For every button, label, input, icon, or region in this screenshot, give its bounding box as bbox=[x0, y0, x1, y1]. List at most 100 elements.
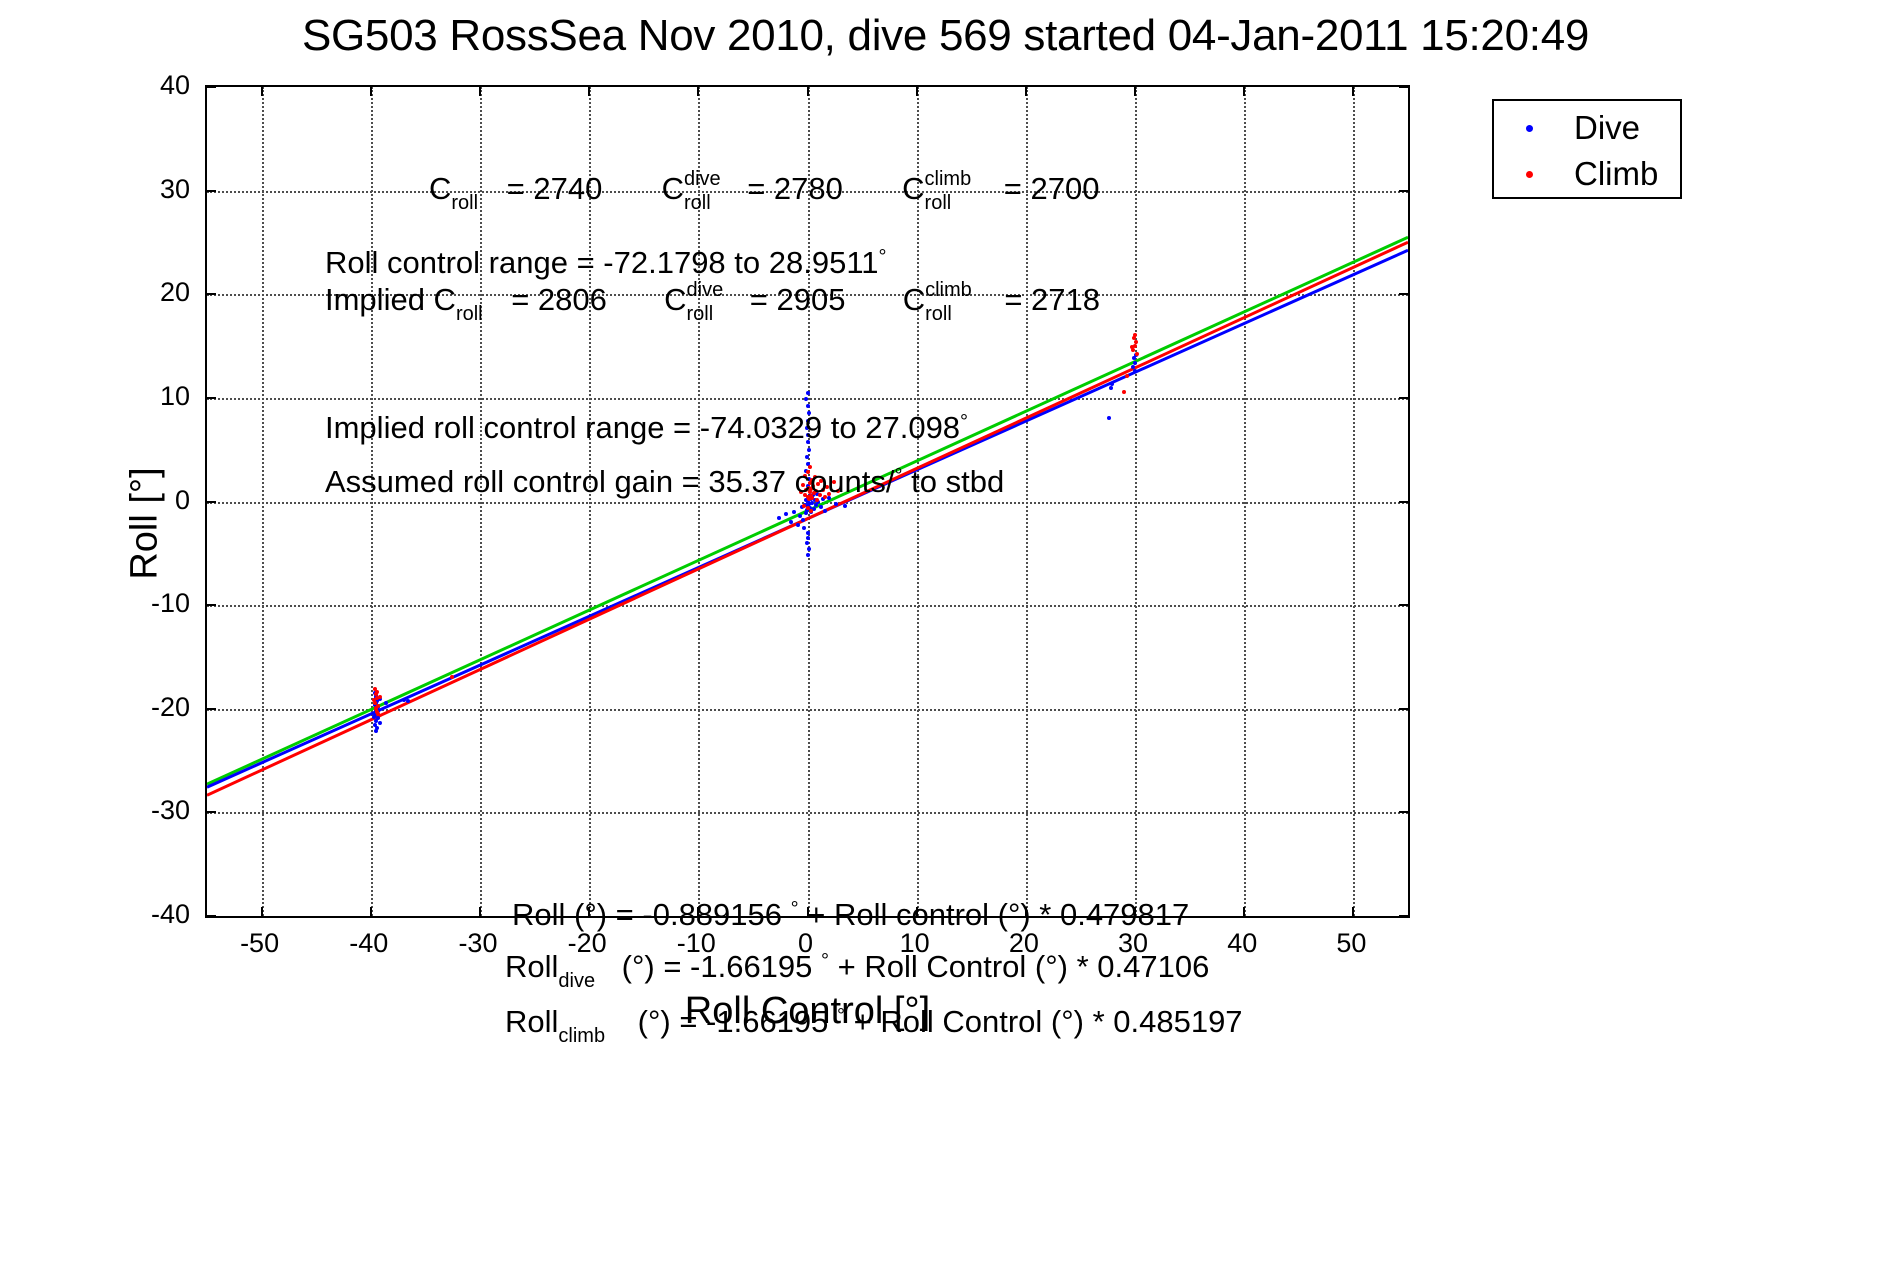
data-point-climb bbox=[817, 493, 822, 498]
axis-tick-x bbox=[588, 907, 591, 916]
data-point-dive bbox=[806, 476, 811, 481]
data-point-dive bbox=[372, 715, 377, 720]
data-point-climb bbox=[820, 488, 825, 493]
x-tick-label: 50 bbox=[1336, 928, 1367, 958]
data-point-climb bbox=[810, 483, 815, 488]
axis-tick-x bbox=[915, 87, 918, 96]
data-point-dive bbox=[792, 509, 797, 514]
axis-tick-x bbox=[1352, 87, 1355, 96]
data-point-climb bbox=[374, 692, 379, 697]
data-point-dive bbox=[377, 697, 382, 702]
data-point-dive bbox=[805, 440, 810, 445]
data-point-dive bbox=[405, 699, 410, 704]
axis-tick-x bbox=[1134, 87, 1137, 96]
data-point-climb bbox=[803, 473, 808, 478]
axis-tick-y bbox=[1399, 604, 1408, 607]
y-tick-label: 10 bbox=[159, 380, 190, 411]
data-point-dive bbox=[814, 502, 819, 507]
data-point-dive bbox=[816, 499, 821, 504]
data-point-climb bbox=[376, 703, 381, 708]
data-point-climb bbox=[808, 508, 813, 513]
x-tick-label: -50 bbox=[240, 928, 280, 958]
data-point-dive bbox=[1130, 364, 1135, 369]
data-point-dive bbox=[815, 492, 820, 497]
axis-tick-x bbox=[478, 87, 481, 96]
axis-tick-y bbox=[207, 396, 216, 399]
data-point-climb bbox=[807, 490, 812, 495]
data-point-dive bbox=[1131, 356, 1136, 361]
legend-item-dive[interactable]: Dive bbox=[1494, 105, 1680, 151]
axis-tick-x bbox=[915, 907, 918, 916]
axis-tick-y bbox=[1399, 707, 1408, 710]
data-point-dive bbox=[806, 411, 811, 416]
data-point-climb bbox=[809, 487, 814, 492]
data-point-climb bbox=[801, 482, 806, 487]
gridline-y bbox=[207, 190, 1408, 193]
roll-climb-symbol: Roll climb bbox=[505, 1004, 606, 1048]
data-point-dive bbox=[805, 530, 810, 535]
axis-tick-y bbox=[1399, 293, 1408, 296]
data-point-dive bbox=[376, 716, 381, 721]
data-point-climb bbox=[814, 489, 819, 494]
axis-tick-x bbox=[1243, 907, 1246, 916]
data-point-dive bbox=[805, 553, 810, 558]
data-point-climb bbox=[805, 470, 810, 475]
y-tick-label: 30 bbox=[159, 173, 190, 204]
axis-tick-x bbox=[260, 907, 263, 916]
axis-tick-x bbox=[806, 907, 809, 916]
axis-tick-x bbox=[369, 87, 372, 96]
x-tick-label: 30 bbox=[1118, 928, 1149, 958]
data-point-climb bbox=[1129, 345, 1134, 350]
equation-roll-dive: Roll dive (°) = -1.66195 ° + Roll Control… bbox=[505, 949, 1210, 993]
data-point-climb bbox=[806, 486, 811, 491]
data-point-dive bbox=[805, 483, 810, 488]
data-point-climb bbox=[377, 695, 382, 700]
data-point-dive bbox=[804, 396, 809, 401]
data-point-dive bbox=[401, 698, 406, 703]
axis-tick-x bbox=[697, 87, 700, 96]
x-tick-label: -30 bbox=[458, 928, 498, 958]
x-tick-label: 40 bbox=[1227, 928, 1258, 958]
data-point-dive bbox=[818, 504, 823, 509]
axis-tick-y bbox=[207, 500, 216, 503]
data-point-dive bbox=[806, 503, 811, 508]
gridline-y bbox=[207, 605, 1408, 608]
data-point-dive bbox=[1110, 382, 1115, 387]
roll-dive-symbol: Roll dive bbox=[505, 949, 596, 993]
data-point-climb bbox=[815, 498, 820, 503]
data-point-dive bbox=[777, 516, 782, 521]
data-point-dive bbox=[806, 462, 811, 467]
axis-tick-x bbox=[697, 907, 700, 916]
data-point-dive bbox=[827, 496, 832, 501]
data-point-dive bbox=[808, 505, 813, 510]
x-tick-label: 0 bbox=[797, 928, 814, 958]
data-point-climb bbox=[1125, 374, 1130, 379]
data-point-dive bbox=[1109, 385, 1114, 390]
legend-label-climb: Climb bbox=[1574, 155, 1659, 192]
x-tick-label: -40 bbox=[349, 928, 389, 958]
data-point-climb bbox=[813, 474, 818, 479]
data-point-dive bbox=[842, 503, 847, 508]
legend-item-climb[interactable]: Climb bbox=[1494, 151, 1680, 197]
data-point-climb bbox=[1134, 339, 1139, 344]
data-point-dive bbox=[803, 510, 808, 515]
legend-marker-climb bbox=[1526, 171, 1533, 178]
data-point-climb bbox=[818, 478, 823, 483]
data-point-dive bbox=[373, 712, 378, 717]
data-point-dive bbox=[1133, 368, 1138, 373]
data-point-climb bbox=[1122, 389, 1127, 394]
data-point-climb bbox=[375, 690, 380, 695]
data-point-climb bbox=[805, 495, 810, 500]
data-point-climb bbox=[1131, 335, 1136, 340]
data-point-dive bbox=[813, 498, 818, 503]
data-point-dive bbox=[810, 500, 815, 505]
data-point-climb bbox=[812, 491, 817, 496]
data-point-dive bbox=[384, 700, 389, 705]
axis-tick-x bbox=[806, 87, 809, 96]
